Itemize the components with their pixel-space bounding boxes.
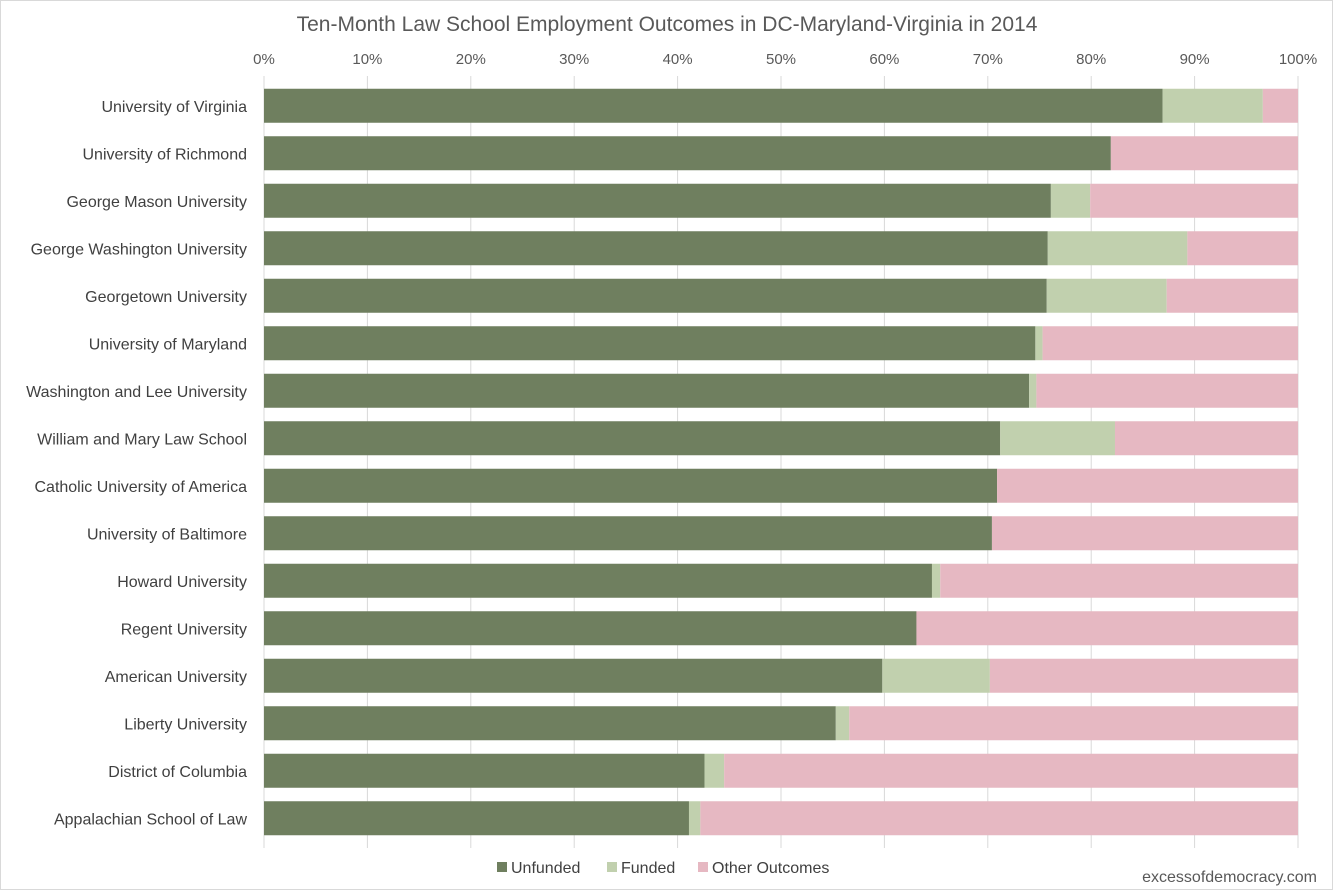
- bar-segment-other-outcomes: [997, 468, 1298, 503]
- bar-segment-other-outcomes: [724, 753, 1298, 788]
- bar-segment-funded: [704, 753, 725, 788]
- category-label: George Washington University: [31, 241, 247, 258]
- bar-segment-unfunded: [264, 516, 992, 551]
- x-tick-label: 70%: [973, 51, 1003, 68]
- category-label: Washington and Lee University: [26, 384, 247, 401]
- bar-segment-other-outcomes: [1166, 278, 1298, 313]
- category-label: District of Columbia: [108, 764, 247, 781]
- legend-swatch: [607, 862, 617, 872]
- bar-segment-other-outcomes: [916, 611, 1298, 646]
- x-tick-label: 10%: [352, 51, 382, 68]
- bar-segment-other-outcomes: [1110, 136, 1298, 171]
- x-tick-label: 80%: [1076, 51, 1106, 68]
- bar-segment-unfunded: [264, 611, 917, 646]
- bar-segment-other-outcomes: [700, 801, 1298, 836]
- bar-segment-other-outcomes: [1262, 88, 1298, 123]
- bars: [264, 88, 1298, 836]
- category-label: Georgetown University: [85, 289, 247, 306]
- bar-segment-funded: [835, 706, 850, 741]
- legend-swatch: [497, 862, 507, 872]
- bar-segment-funded: [931, 563, 941, 598]
- bar-segment-unfunded: [264, 421, 1001, 456]
- x-tick-label: 40%: [663, 51, 693, 68]
- x-tick-label: 30%: [559, 51, 589, 68]
- category-label: Howard University: [117, 574, 247, 591]
- category-label: Liberty University: [124, 716, 247, 733]
- bar-segment-unfunded: [264, 136, 1111, 171]
- bar-segment-funded: [1046, 278, 1167, 313]
- bar-segment-unfunded: [264, 326, 1036, 361]
- legend-label: Funded: [621, 860, 675, 877]
- credit-text: excessofdemocracy.com: [1142, 869, 1317, 886]
- x-tick-label: 90%: [1180, 51, 1210, 68]
- bar-segment-other-outcomes: [989, 658, 1298, 693]
- legend-label: Other Outcomes: [712, 860, 829, 877]
- bar-segment-unfunded: [264, 706, 836, 741]
- legend: Unfunded Funded Other Outcomes: [497, 860, 829, 877]
- category-label: Catholic University of America: [34, 479, 247, 496]
- bar-segment-unfunded: [264, 278, 1047, 313]
- bar-segment-unfunded: [264, 753, 705, 788]
- x-tick-label: 100%: [1279, 51, 1317, 68]
- bar-segment-other-outcomes: [1090, 183, 1298, 218]
- category-label: University of Baltimore: [87, 526, 247, 543]
- bar-segment-funded: [882, 658, 990, 693]
- category-label: American University: [105, 669, 247, 686]
- bar-segment-unfunded: [264, 88, 1163, 123]
- category-label: University of Richmond: [83, 146, 248, 163]
- legend-label: Unfunded: [511, 860, 580, 877]
- bar-segment-other-outcomes: [1042, 326, 1298, 361]
- x-tick-label: 20%: [456, 51, 486, 68]
- bar-segment-unfunded: [264, 468, 998, 503]
- bar-segment-funded: [1162, 88, 1263, 123]
- category-label: George Mason University: [66, 194, 247, 211]
- bar-segment-unfunded: [264, 183, 1051, 218]
- x-tick-label: 60%: [869, 51, 899, 68]
- bar-segment-unfunded: [264, 231, 1048, 266]
- bar-segment-unfunded: [264, 563, 932, 598]
- bar-segment-unfunded: [264, 801, 689, 836]
- bar-segment-other-outcomes: [940, 563, 1298, 598]
- x-axis-tick-labels: 0% 10% 20% 30% 40% 50% 60% 70% 80% 90% 100%: [253, 51, 1317, 68]
- legend-swatch: [698, 862, 708, 872]
- category-label: Appalachian School of Law: [54, 811, 247, 828]
- bar-segment-other-outcomes: [1187, 231, 1298, 266]
- category-label: Regent University: [121, 621, 247, 638]
- x-tick-label: 50%: [766, 51, 796, 68]
- bar-segment-funded: [688, 801, 701, 836]
- bar-segment-unfunded: [264, 658, 883, 693]
- category-label: William and Mary Law School: [37, 431, 247, 448]
- bar-segment-funded: [1000, 421, 1115, 456]
- bar-segment-other-outcomes: [1036, 373, 1298, 408]
- bar-segment-unfunded: [264, 373, 1030, 408]
- bar-segment-funded: [1047, 231, 1188, 266]
- bar-segment-funded: [1029, 373, 1037, 408]
- bar-segment-funded: [1035, 326, 1043, 361]
- bar-segment-other-outcomes: [1114, 421, 1298, 456]
- category-label: University of Maryland: [89, 336, 247, 353]
- category-labels: University of Virginia University of Rich…: [26, 99, 247, 829]
- bar-segment-other-outcomes: [849, 706, 1298, 741]
- bar-segment-other-outcomes: [991, 516, 1298, 551]
- chart-title: Ten-Month Law School Employment Outcomes…: [297, 13, 1038, 36]
- x-tick-label: 0%: [253, 51, 275, 68]
- bar-segment-funded: [1050, 183, 1091, 218]
- category-label: University of Virginia: [101, 99, 247, 116]
